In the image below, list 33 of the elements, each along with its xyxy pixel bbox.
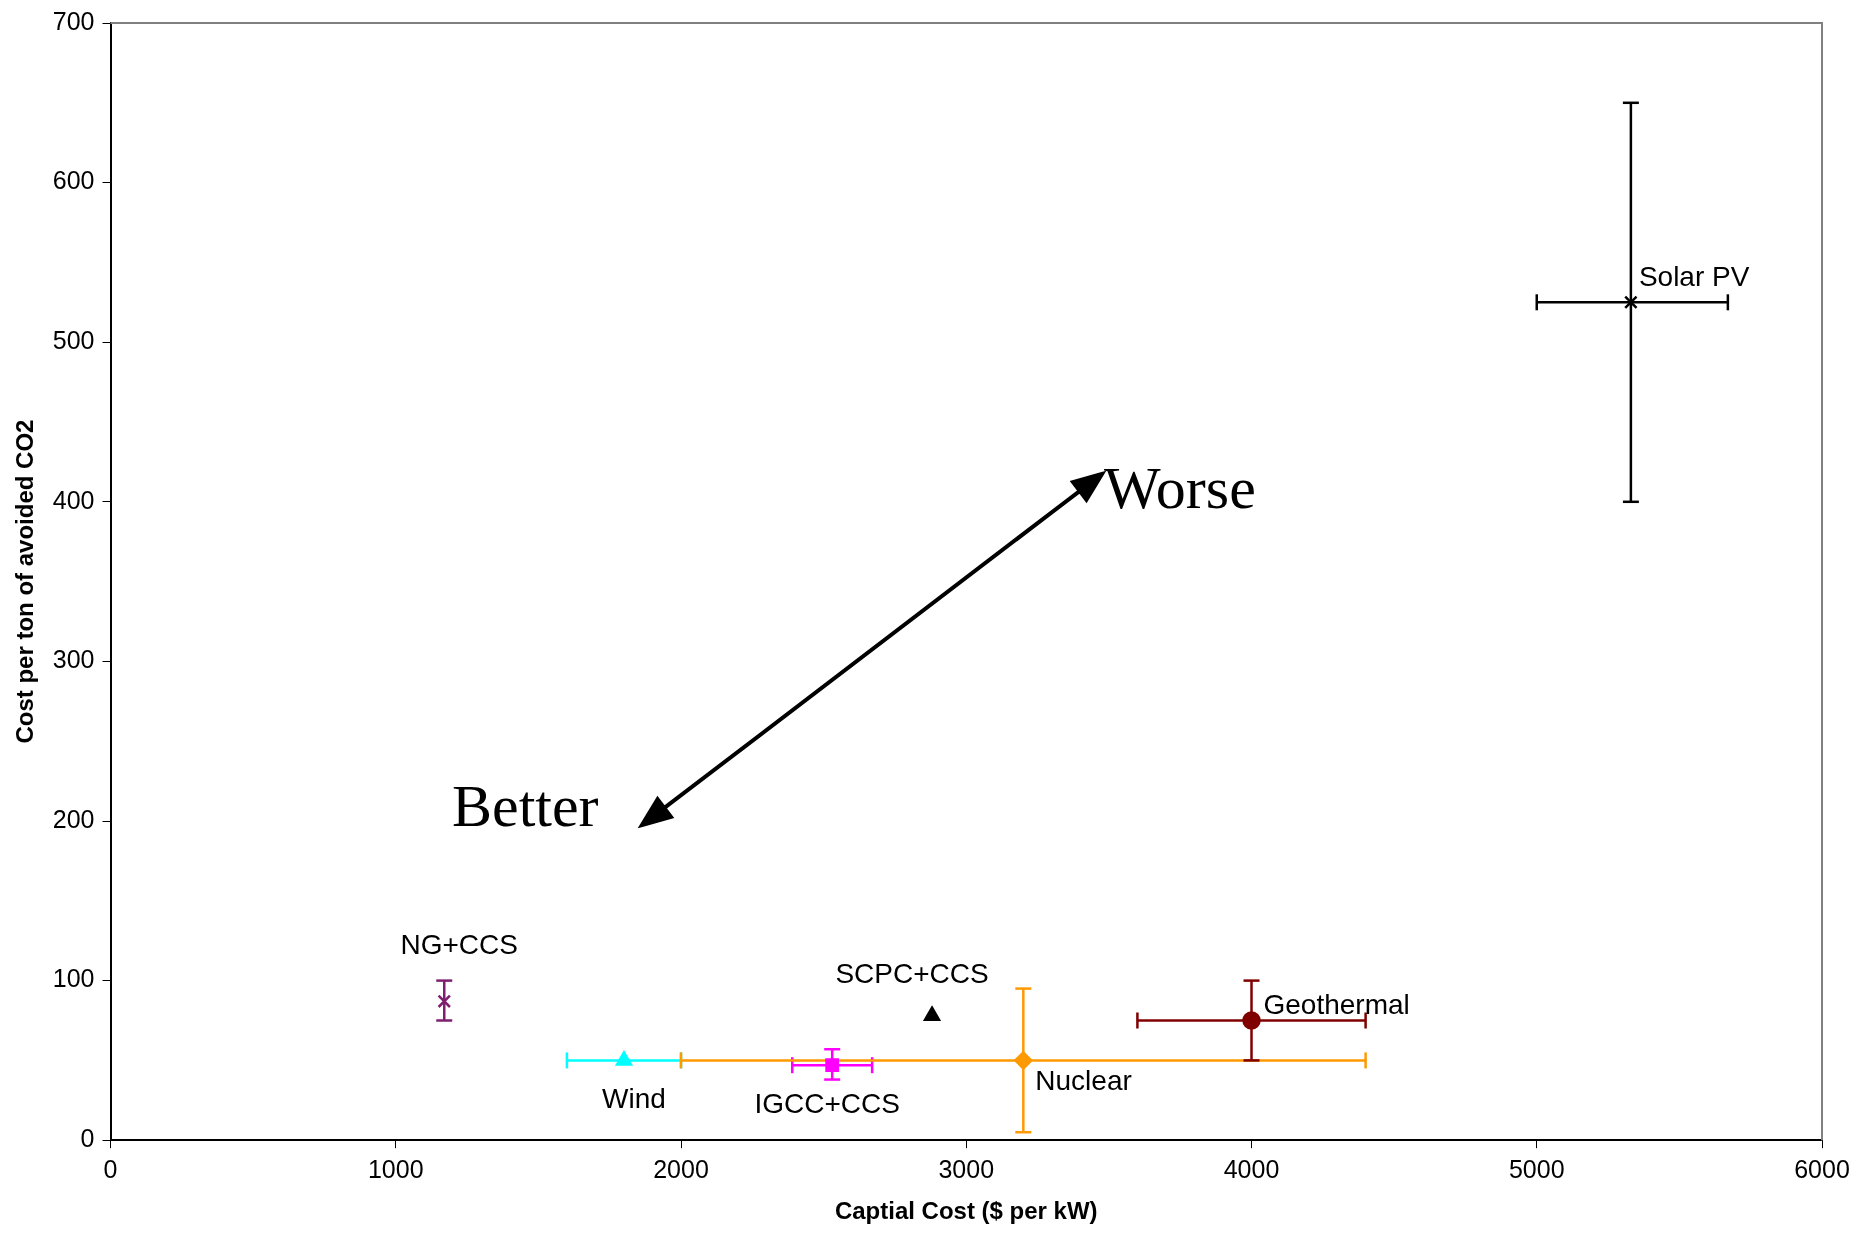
y-tick-label: 300 bbox=[52, 645, 95, 674]
point bbox=[1014, 1051, 1033, 1070]
x-axis-title: Captial Cost ($ per kW) bbox=[834, 1197, 1098, 1225]
y-axis-title: Cost per ton of avoided CO2 bbox=[11, 419, 39, 744]
y-tick-label: 400 bbox=[52, 485, 95, 514]
annotation: Better bbox=[452, 773, 599, 839]
point bbox=[1242, 1011, 1261, 1030]
series-label: SCPC+CCS bbox=[835, 958, 989, 990]
y-tick-label: 100 bbox=[52, 964, 95, 993]
series-label: Geothermal bbox=[1263, 989, 1410, 1021]
series-label: IGCC+CCS bbox=[754, 1087, 900, 1119]
point bbox=[825, 1058, 840, 1073]
series-label: Wind bbox=[602, 1083, 666, 1115]
x-tick-label: 5000 bbox=[1508, 1155, 1565, 1184]
x-tick-label: 3000 bbox=[938, 1155, 995, 1184]
y-tick-label: 0 bbox=[80, 1124, 95, 1153]
x-tick-label: 1000 bbox=[367, 1155, 424, 1184]
series-label: Solar PV bbox=[1638, 261, 1750, 293]
y-tick-label: 600 bbox=[52, 166, 95, 195]
x-tick-label: 4000 bbox=[1223, 1155, 1280, 1184]
y-tick-label: 200 bbox=[52, 804, 95, 833]
x-tick-label: 6000 bbox=[1794, 1155, 1850, 1184]
point bbox=[437, 994, 452, 1009]
series-label: NG+CCS bbox=[400, 929, 518, 961]
point bbox=[1623, 295, 1638, 310]
point bbox=[923, 1006, 941, 1021]
point bbox=[615, 1051, 633, 1066]
y-tick-label: 700 bbox=[52, 6, 95, 35]
x-tick-label: 2000 bbox=[653, 1155, 709, 1184]
x-tick-label: 0 bbox=[103, 1155, 118, 1184]
annotation: Worse bbox=[1104, 455, 1256, 521]
series-label: Nuclear bbox=[1035, 1065, 1132, 1097]
y-tick-label: 500 bbox=[52, 326, 95, 355]
